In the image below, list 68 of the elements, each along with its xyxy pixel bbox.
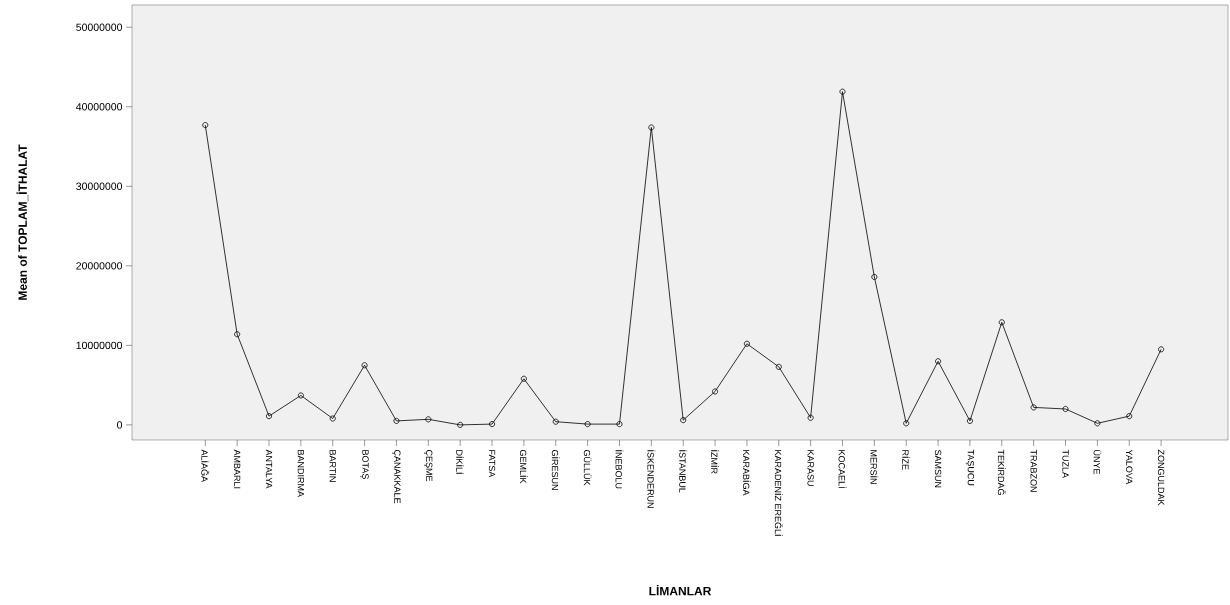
x-tick-label: TUZLA <box>1062 449 1069 479</box>
y-tick-label: 30000000 <box>76 182 123 191</box>
point <box>1126 413 1133 420</box>
x-tick-label: KARASU <box>807 450 814 486</box>
x-tick-label: ANTALYA <box>265 449 273 489</box>
x-tick-label: TAŞUCU <box>965 449 975 486</box>
x-tick-label: MERSİN <box>870 450 879 484</box>
x-tick-label: GEMLİK <box>519 449 528 484</box>
x-tick-label: İNEBOLU <box>615 450 624 489</box>
x-tick-label: TRABZON <box>1030 449 1037 492</box>
x-tick-label: BANDIRMA <box>297 450 304 498</box>
x-tick-label: GİRESUN <box>551 449 560 490</box>
point <box>361 362 368 369</box>
point <box>871 273 878 280</box>
x-tick-label: KOCAELİ <box>838 450 847 488</box>
point <box>329 415 336 422</box>
x-tick-label: DİKİLİ <box>456 450 465 474</box>
x-tick-label: ALİAĞA <box>201 449 210 483</box>
point <box>1030 404 1037 411</box>
x-tick-label: BARTIN <box>329 450 336 482</box>
point <box>648 124 655 131</box>
x-tick-label: İSKENDERUN <box>647 450 656 508</box>
x-tick-label: YALOVA <box>1126 449 1133 485</box>
point <box>743 340 750 347</box>
y-tick-label: 40000000 <box>75 103 123 111</box>
x-tick-label: ZONGULDAK <box>1157 449 1165 506</box>
x-tick-label: KARADENİZ EREĞLİ <box>774 450 783 536</box>
x-tick-label: RİZE <box>902 450 911 470</box>
point <box>998 319 1005 326</box>
point <box>1094 420 1101 427</box>
point <box>266 413 272 420</box>
x-tick-label: ÇEŞME <box>424 449 433 482</box>
point <box>712 388 719 395</box>
x-tick-label: ÜNYE <box>1093 450 1102 475</box>
point <box>425 416 432 423</box>
point <box>807 414 814 421</box>
x-tick-label: TEKİRDAĞ <box>997 449 1006 495</box>
point <box>775 363 782 370</box>
x-tick-label: GÜLLÜK <box>583 449 592 486</box>
point <box>935 358 942 365</box>
point <box>297 392 304 399</box>
y-tick-label: 0 <box>117 421 123 429</box>
point <box>393 417 400 424</box>
x-tick-label: ÇANAKKALE <box>392 449 401 504</box>
point <box>520 375 527 382</box>
point <box>680 417 687 424</box>
x-tick-label: BOTAŞ <box>360 450 369 479</box>
x-tick-label: İSTANBUL <box>679 450 688 493</box>
point <box>234 331 241 338</box>
y-tick-label: 10000000 <box>76 341 123 350</box>
point <box>903 420 910 427</box>
x-tick-label: FATSA <box>488 450 496 478</box>
point <box>457 421 464 428</box>
x-tick-label: AMBARLI <box>234 449 241 489</box>
point <box>489 421 496 428</box>
y-tick-label: 20000000 <box>76 262 123 270</box>
point <box>966 417 973 424</box>
y-axis-title: Mean of TOPLAM_İTHALAT <box>16 144 29 300</box>
x-tick-label: SAMSUN <box>934 449 942 488</box>
point <box>584 421 591 428</box>
point <box>839 88 846 95</box>
x-tick-label: KARABİGA <box>742 450 751 496</box>
x-tick-label: İZMİR <box>711 450 719 474</box>
y-tick-label: 50000000 <box>76 23 123 31</box>
point <box>1062 405 1069 412</box>
x-axis-title: LİMANLAR <box>649 584 712 596</box>
point <box>552 418 559 425</box>
point <box>616 421 623 428</box>
